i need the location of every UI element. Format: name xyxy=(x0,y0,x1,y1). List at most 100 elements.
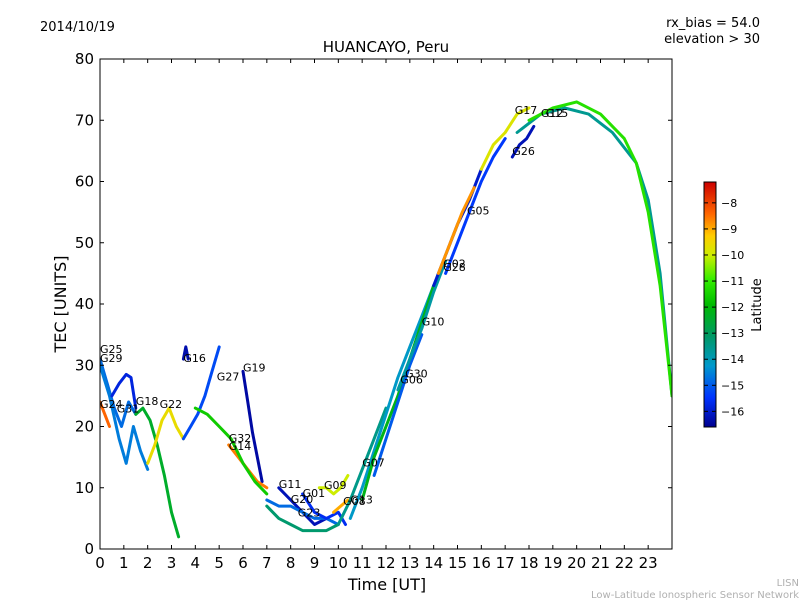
trace-g08 xyxy=(332,498,350,514)
colorbar-tick-label: −14 xyxy=(721,353,744,366)
satellite-label: G26 xyxy=(512,145,535,158)
x-axis-label: Time [UT] xyxy=(347,575,426,594)
x-tick-label: 16 xyxy=(472,554,491,572)
x-tick-label: 11 xyxy=(353,554,372,572)
y-tick-label: 30 xyxy=(75,356,94,374)
satellite-label: G19 xyxy=(243,361,266,374)
trace-g25 xyxy=(100,357,138,428)
x-tick-label: 19 xyxy=(543,554,562,572)
satellite-label: G25 xyxy=(100,343,123,356)
trace-g19 xyxy=(241,369,264,484)
satellite-label: G15 xyxy=(546,107,569,120)
trace-g29 xyxy=(100,363,150,471)
trace-g14 xyxy=(193,406,269,496)
trace-g31 xyxy=(110,372,138,410)
colorbar-tick-label: −16 xyxy=(721,405,744,418)
x-tick-label: 22 xyxy=(615,554,634,572)
x-tick-label: 13 xyxy=(400,554,419,572)
satellite-label: G05 xyxy=(467,205,490,218)
trace-g10 xyxy=(396,259,448,392)
x-tick-label: 1 xyxy=(119,554,129,572)
x-tick-label: 6 xyxy=(238,554,248,572)
satellite-label: G06 xyxy=(400,374,423,387)
satellite-label: G18 xyxy=(136,395,159,408)
satellite-label: G07 xyxy=(362,456,385,469)
trace-g13 xyxy=(336,406,388,526)
x-tick-label: 12 xyxy=(376,554,395,572)
satellite-label: G31 xyxy=(117,402,140,415)
x-tick-label: 5 xyxy=(214,554,224,572)
plot-frame xyxy=(99,58,673,550)
colorbar xyxy=(703,181,717,428)
y-tick-label: 70 xyxy=(75,111,94,129)
trace-g07 xyxy=(348,284,436,520)
satellite-label: G30 xyxy=(405,368,428,381)
colorbar-tick-label: −11 xyxy=(721,275,744,288)
y-tick-label: 20 xyxy=(75,418,94,436)
satellite-label: G10 xyxy=(422,315,445,328)
y-tick-label: 80 xyxy=(75,50,94,68)
trace-g17 xyxy=(479,106,531,171)
trace-g16 xyxy=(181,345,190,361)
date-label: 2014/10/19 xyxy=(40,20,115,35)
x-tick-label: 14 xyxy=(424,554,443,572)
trace-g05 xyxy=(444,137,507,275)
satellite-label: G08 xyxy=(343,495,366,508)
satellite-label: G20 xyxy=(291,493,314,506)
colorbar-tick-label: −12 xyxy=(721,301,744,314)
satellite-label: G28 xyxy=(443,261,466,274)
trace-g18 xyxy=(134,406,181,539)
x-tick-label: 17 xyxy=(496,554,515,572)
trace-g09 xyxy=(317,474,350,496)
colorbar-tick-label: −10 xyxy=(721,249,744,262)
footer-network: Low-Latitude Ionospheric Sensor Network xyxy=(591,590,799,600)
satellite-label: G29 xyxy=(100,352,123,365)
trace-g23 xyxy=(265,504,340,533)
colorbar-tick-label: −9 xyxy=(721,223,737,236)
y-tick-label: 50 xyxy=(75,234,94,252)
trace-g12 xyxy=(515,106,672,398)
x-tick-label: 21 xyxy=(591,554,610,572)
x-tick-label: 8 xyxy=(286,554,296,572)
y-tick-label: 10 xyxy=(75,479,94,497)
colorbar-tick-label: −13 xyxy=(721,327,744,340)
x-tick-label: 7 xyxy=(262,554,272,572)
y-tick-label: 0 xyxy=(84,540,94,558)
colorbar-tick-label: −8 xyxy=(721,197,737,210)
satellite-label: G12 xyxy=(541,107,564,120)
y-axis-label: TEC [UNITS] xyxy=(51,256,70,354)
y-tick-label: 60 xyxy=(75,173,94,191)
x-tick-label: 3 xyxy=(167,554,177,572)
y-tick-label: 40 xyxy=(75,295,94,313)
trace-g28 xyxy=(436,186,476,275)
elevation-annotation: elevation > 30 xyxy=(664,32,760,47)
trace-g06 xyxy=(372,333,424,477)
trace-group xyxy=(100,100,672,539)
x-tick-label: 10 xyxy=(329,554,348,572)
colorbar-tick-label: −15 xyxy=(721,379,744,392)
satellite-label: G32 xyxy=(229,432,252,445)
satellite-label: G01 xyxy=(303,487,326,500)
satellite-label: G27 xyxy=(217,371,240,384)
satellite-label: G24 xyxy=(100,398,123,411)
footer-lisn: LISN xyxy=(777,578,799,589)
satellite-label: G13 xyxy=(350,494,373,507)
satellite-label: G14 xyxy=(229,440,252,453)
satellite-label: G16 xyxy=(183,352,206,365)
satellite-label: G02 xyxy=(443,257,466,270)
colorbar-label: Latitude xyxy=(750,278,765,332)
satellite-label: G11 xyxy=(279,478,302,491)
satellite-label: G22 xyxy=(160,398,183,411)
y-axis: 0 10 20 30 40 50 60 70 80 xyxy=(75,50,672,558)
colorbar-ticks: −8 −9 −10 −11 −12 −13 −14 −15 −16 xyxy=(704,197,744,418)
trace-g15 xyxy=(527,100,672,398)
trace-g22 xyxy=(146,406,185,465)
satellite-label: G09 xyxy=(324,479,347,492)
satellite-label: G23 xyxy=(298,507,321,520)
x-axis: 0 1 2 3 4 5 6 7 8 9 10 11 12 13 14 15 16 17 18 19 20 21 22 23 xyxy=(95,59,658,572)
chart-title: HUANCAYO, Peru xyxy=(323,38,449,56)
x-tick-label: 23 xyxy=(639,554,658,572)
rx-bias-annotation: rx_bias = 54.0 xyxy=(666,16,760,31)
